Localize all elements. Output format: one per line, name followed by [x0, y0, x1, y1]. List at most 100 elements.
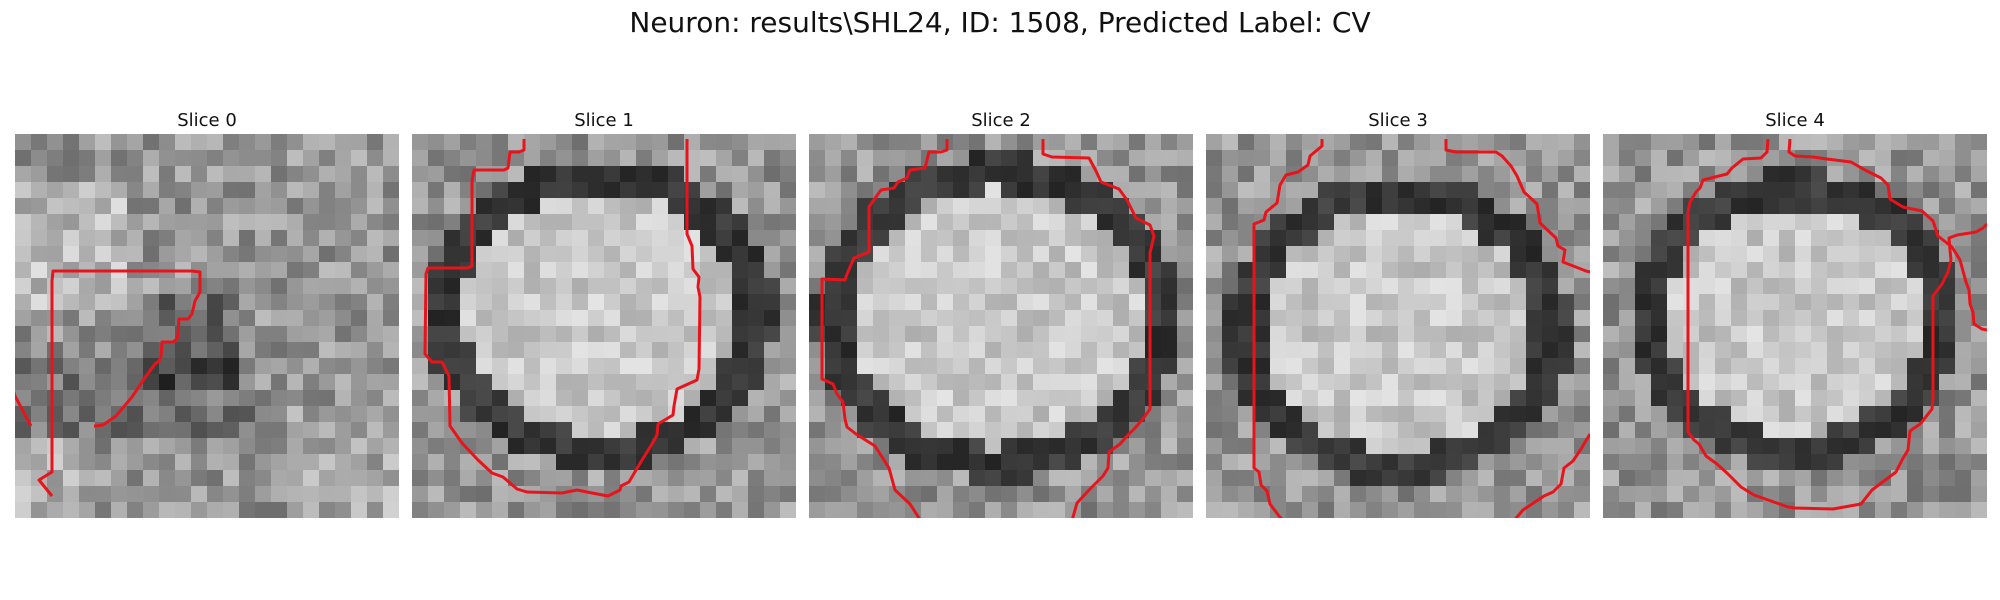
pixel — [1795, 134, 1812, 151]
pixel — [588, 214, 605, 231]
pixel — [1510, 454, 1527, 471]
pixel — [1318, 390, 1335, 407]
pixel — [175, 182, 192, 199]
pixel — [15, 230, 32, 247]
pixel — [1145, 134, 1162, 151]
pixel — [700, 454, 717, 471]
pixel — [1398, 470, 1415, 487]
pixel — [143, 278, 160, 295]
pixel — [764, 486, 781, 503]
pixel — [476, 278, 493, 295]
pixel — [207, 310, 224, 327]
pixel — [111, 470, 128, 487]
pixel — [1683, 230, 1700, 247]
pixel — [1017, 326, 1034, 343]
pixel — [47, 294, 64, 311]
pixel — [668, 230, 685, 247]
pixel — [319, 166, 336, 183]
pixel — [1206, 278, 1223, 295]
pixel — [15, 278, 32, 295]
pixel — [556, 246, 573, 263]
pixel — [1494, 486, 1511, 503]
pixel — [1145, 262, 1162, 279]
pixel — [1462, 214, 1479, 231]
pixel — [476, 326, 493, 343]
pixel — [1651, 278, 1668, 295]
pixel — [444, 326, 461, 343]
pixel — [1699, 374, 1716, 391]
pixel — [1526, 438, 1543, 455]
pixel — [524, 214, 541, 231]
pixel — [1430, 246, 1447, 263]
pixel — [1526, 134, 1543, 151]
pixel — [508, 134, 525, 151]
pixel — [383, 454, 399, 471]
pixel — [1907, 486, 1924, 503]
pixel — [1635, 374, 1652, 391]
pixel — [143, 326, 160, 343]
pixel — [1891, 326, 1908, 343]
pixel — [1382, 182, 1399, 199]
pixel — [492, 358, 509, 375]
pixel — [79, 422, 96, 439]
pixel — [572, 486, 589, 503]
pixel — [1891, 342, 1908, 359]
pixel — [287, 326, 304, 343]
pixel — [1446, 390, 1463, 407]
pixel — [79, 214, 96, 231]
pixel — [1366, 278, 1383, 295]
pixel — [572, 454, 589, 471]
pixel — [1779, 374, 1796, 391]
pixel — [969, 278, 986, 295]
pixel — [684, 326, 701, 343]
pixel — [1382, 150, 1399, 167]
pixel — [1955, 294, 1972, 311]
pixel — [207, 294, 224, 311]
pixel — [1526, 294, 1543, 311]
pixel — [1161, 310, 1178, 327]
pixel — [1414, 294, 1431, 311]
pixel — [809, 422, 826, 439]
pixel — [1222, 326, 1239, 343]
pixel — [620, 374, 637, 391]
pixel — [1017, 166, 1034, 183]
pixel — [239, 454, 256, 471]
pixel — [1923, 374, 1940, 391]
pixel — [335, 150, 352, 167]
pixel — [1366, 454, 1383, 471]
pixel — [335, 214, 352, 231]
pixel — [191, 246, 208, 263]
pixel — [857, 374, 874, 391]
pixel — [1699, 358, 1716, 375]
pixel — [1763, 358, 1780, 375]
pixel — [764, 310, 781, 327]
pixel — [15, 150, 32, 167]
pixel — [953, 326, 970, 343]
pixel — [809, 134, 826, 151]
pixel — [1382, 342, 1399, 359]
pixel — [95, 470, 112, 487]
pixel — [1097, 198, 1114, 215]
pixel — [825, 454, 842, 471]
pixel — [175, 246, 192, 263]
pixel — [1286, 310, 1303, 327]
pixel — [1939, 438, 1956, 455]
pixel — [159, 502, 176, 518]
pixel — [1161, 134, 1178, 151]
pixel — [604, 390, 621, 407]
pixel — [351, 486, 368, 503]
pixel — [1081, 326, 1098, 343]
pixel — [1875, 342, 1892, 359]
pixel — [1017, 358, 1034, 375]
pixel — [271, 198, 288, 215]
pixel — [684, 358, 701, 375]
pixel — [351, 502, 368, 518]
pixel — [652, 310, 669, 327]
pixel — [1049, 166, 1066, 183]
pixel — [444, 390, 461, 407]
pixel — [412, 182, 429, 199]
pixel — [1651, 246, 1668, 263]
pixel — [111, 326, 128, 343]
pixel — [1206, 182, 1223, 199]
pixel — [732, 198, 749, 215]
